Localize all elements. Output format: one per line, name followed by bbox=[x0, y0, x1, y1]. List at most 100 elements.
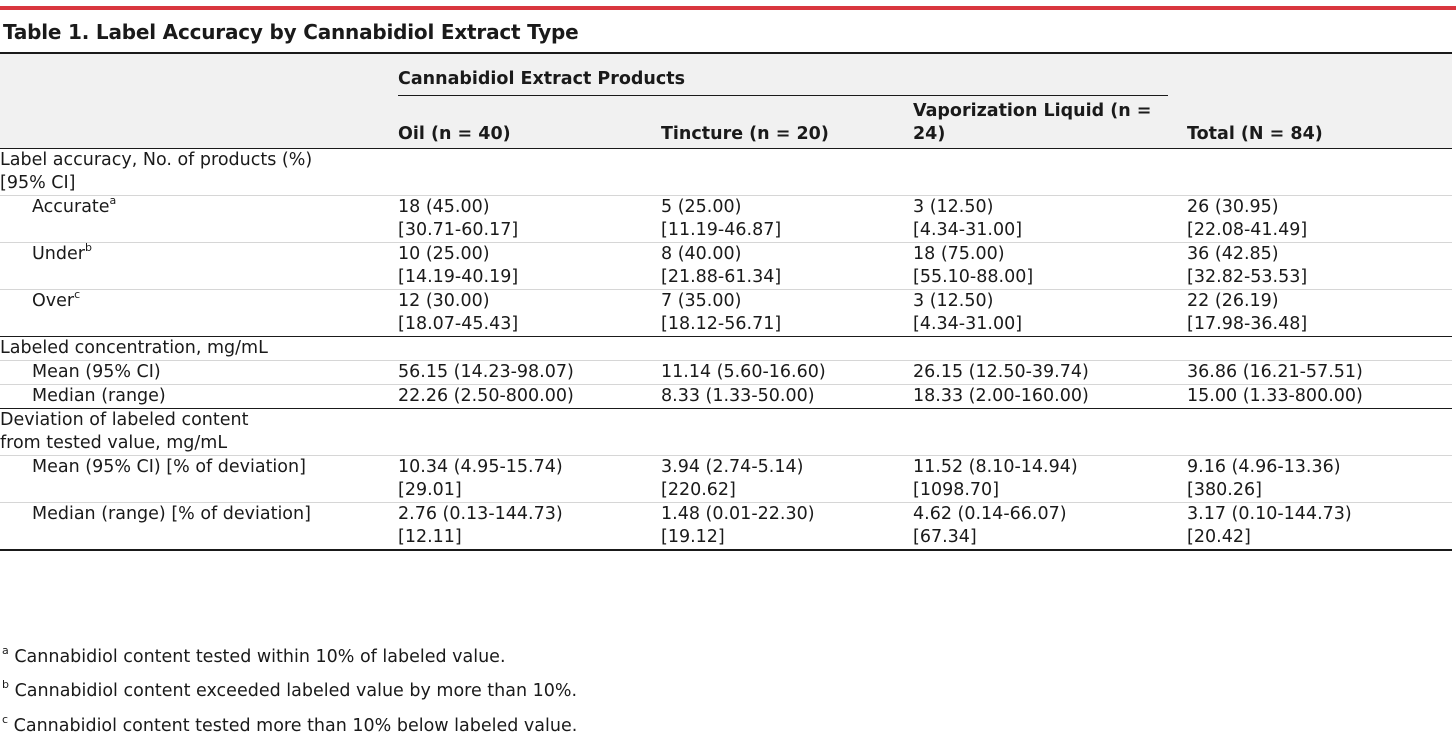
row-label: Accuratea bbox=[0, 194, 398, 243]
table-cell: 3.94 (2.74-5.14) [220.62] bbox=[661, 455, 913, 503]
row-label-text: Median (range) bbox=[32, 386, 166, 406]
column-header-total: Total (N = 84) bbox=[1187, 124, 1323, 144]
cell-line: [14.19-40.19] bbox=[398, 267, 519, 287]
footnote-text: Cannabidiol content tested more than 10%… bbox=[13, 716, 578, 736]
cell-line: 11.14 (5.60-16.60) bbox=[661, 362, 826, 382]
table-row: Underb 10 (25.00) [14.19-40.19] 8 (40.00) [2… bbox=[0, 241, 1453, 290]
row-label: Overc bbox=[0, 288, 398, 337]
cell-line: 10.34 (4.95-15.74) bbox=[398, 457, 563, 477]
cell-line: [22.08-41.49] bbox=[1187, 220, 1308, 240]
cell-line: 3.94 (2.74-5.14) bbox=[661, 457, 804, 477]
table-row: Median (range) [% of deviation] 2.76 (0.1… bbox=[0, 502, 1453, 551]
cell-line: [55.10-88.00] bbox=[913, 267, 1034, 287]
row-label-text: Accurate bbox=[32, 197, 110, 217]
cell-line: 3.17 (0.10-144.73) bbox=[1187, 504, 1352, 524]
cell-line: [4.34-31.00] bbox=[913, 220, 1023, 240]
cell-line: 9.16 (4.96-13.36) bbox=[1187, 457, 1341, 477]
cell-line: [18.07-45.43] bbox=[398, 314, 519, 334]
footnote-b: b Cannabidiol content exceeded labeled v… bbox=[2, 678, 577, 702]
table-cell: 56.15 (14.23-98.07) bbox=[398, 360, 661, 385]
column-header-oil: Oil (n = 40) bbox=[398, 124, 511, 144]
cell-line: [21.88-61.34] bbox=[661, 267, 782, 287]
header-empty-cell bbox=[0, 52, 398, 100]
cell-line: 36.86 (16.21-57.51) bbox=[1187, 362, 1363, 382]
header-empty-cell bbox=[0, 100, 398, 149]
row-label-text: Mean (95% CI) [% of deviation] bbox=[32, 457, 306, 477]
cell-line: 3 (12.50) bbox=[913, 291, 994, 311]
table-cell: 18 (45.00) [30.71-60.17] bbox=[398, 195, 661, 243]
row-label: Median (range) bbox=[0, 384, 398, 409]
table-cell: 8.33 (1.33-50.00) bbox=[661, 384, 913, 409]
cell-line: 7 (35.00) bbox=[661, 291, 742, 311]
cell-line: 56.15 (14.23-98.07) bbox=[398, 362, 574, 382]
footnote-c: c Cannabidiol content tested more than 1… bbox=[2, 713, 578, 737]
cell-line: [17.98-36.48] bbox=[1187, 314, 1308, 334]
table-cell: 3.17 (0.10-144.73) [20.42] bbox=[1187, 502, 1453, 551]
cell-line: 10 (25.00) bbox=[398, 244, 490, 264]
table-cell: 11.14 (5.60-16.60) bbox=[661, 360, 913, 385]
group-header-row: Cannabidiol Extract Products bbox=[0, 52, 1453, 100]
table-cell: 26 (30.95) [22.08-41.49] bbox=[1187, 195, 1453, 243]
table-cell: 2.76 (0.13-144.73) [12.11] bbox=[398, 502, 661, 551]
row-label-text: Median (range) [% of deviation] bbox=[32, 504, 311, 524]
table-cell: 15.00 (1.33-800.00) bbox=[1187, 384, 1453, 409]
footnote-mark: b bbox=[2, 678, 9, 691]
table-cell: 12 (30.00) [18.07-45.43] bbox=[398, 289, 661, 337]
footnote-ref: c bbox=[74, 288, 81, 301]
cell-line: 11.52 (8.10-14.94) bbox=[913, 457, 1078, 477]
group-header-label: Cannabidiol Extract Products bbox=[398, 68, 1168, 96]
section-label-line: Label accuracy, No. of products (%) bbox=[0, 150, 313, 170]
cell-line: 8 (40.00) bbox=[661, 244, 742, 264]
section-header-row: Deviation of labeled content from tested … bbox=[0, 408, 1453, 456]
table-cell: 36.86 (16.21-57.51) bbox=[1187, 360, 1453, 385]
footnote-ref: b bbox=[84, 241, 92, 254]
cell-line: 22 (26.19) bbox=[1187, 291, 1279, 311]
table-cell: 10 (25.00) [14.19-40.19] bbox=[398, 242, 661, 290]
table-row: Mean (95% CI) [% of deviation] 10.34 (4.9… bbox=[0, 455, 1453, 503]
row-label: Underb bbox=[0, 241, 398, 290]
cell-line: [18.12-56.71] bbox=[661, 314, 782, 334]
table-cell: 9.16 (4.96-13.36) [380.26] bbox=[1187, 455, 1453, 503]
section-header-row: Label accuracy, No. of products (%) [95% … bbox=[0, 148, 1453, 196]
table-cell: 11.52 (8.10-14.94) [1098.70] bbox=[913, 455, 1188, 503]
footnote-mark: c bbox=[2, 713, 9, 726]
cell-line: 36 (42.85) bbox=[1187, 244, 1279, 264]
table-cell: 26.15 (12.50-39.74) bbox=[913, 360, 1188, 385]
section-label-line: Labeled concentration, mg/mL bbox=[0, 338, 268, 358]
cell-line: 15.00 (1.33-800.00) bbox=[1187, 386, 1363, 406]
cell-line: 3 (12.50) bbox=[913, 197, 994, 217]
section-label-line: Deviation of labeled content bbox=[0, 410, 249, 430]
table-cell: 22.26 (2.50-800.00) bbox=[398, 384, 661, 409]
cell-line: 18.33 (2.00-160.00) bbox=[913, 386, 1089, 406]
cell-line: [19.12] bbox=[661, 527, 725, 547]
cell-line: [32.82-53.53] bbox=[1187, 267, 1308, 287]
cell-line: [20.42] bbox=[1187, 527, 1251, 547]
table-cell: 36 (42.85) [32.82-53.53] bbox=[1187, 242, 1453, 290]
table-row: Median (range) 22.26 (2.50-800.00) 8.33 (1… bbox=[0, 384, 1453, 409]
table-cell: 10.34 (4.95-15.74) [29.01] bbox=[398, 455, 661, 503]
table-cell: 5 (25.00) [11.19-46.87] bbox=[661, 195, 913, 243]
column-header-vaporization-liquid: Vaporization Liquid (n = 24) bbox=[913, 101, 1152, 144]
section-label: Label accuracy, No. of products (%) [95% … bbox=[0, 148, 1453, 196]
cell-line: 26 (30.95) bbox=[1187, 197, 1279, 217]
section-header-row: Labeled concentration, mg/mL bbox=[0, 336, 1453, 361]
section-label-line: from tested value, mg/mL bbox=[0, 433, 228, 453]
cell-line: 12 (30.00) bbox=[398, 291, 490, 311]
table-body: Label accuracy, No. of products (%) [95% … bbox=[0, 148, 1453, 551]
table-row: Overc 12 (30.00) [18.07-45.43] 7 (35.00) [18… bbox=[0, 288, 1453, 337]
cell-line: 26.15 (12.50-39.74) bbox=[913, 362, 1089, 382]
row-label-text: Over bbox=[32, 291, 75, 311]
cell-line: [380.26] bbox=[1187, 480, 1262, 500]
table-row: Mean (95% CI) 56.15 (14.23-98.07) 11.14 (5… bbox=[0, 360, 1453, 385]
cell-line: [220.62] bbox=[661, 480, 736, 500]
table-cell: 8 (40.00) [21.88-61.34] bbox=[661, 242, 913, 290]
row-label-text: Under bbox=[32, 244, 85, 264]
cell-line: [11.19-46.87] bbox=[661, 220, 782, 240]
section-label: Deviation of labeled content from tested … bbox=[0, 408, 1453, 456]
table-cell: 3 (12.50) [4.34-31.00] bbox=[913, 195, 1188, 243]
cell-line: 2.76 (0.13-144.73) bbox=[398, 504, 563, 524]
table-cell: 18.33 (2.00-160.00) bbox=[913, 384, 1188, 409]
top-accent-rule bbox=[0, 6, 1456, 10]
cell-line: 4.62 (0.14-66.07) bbox=[913, 504, 1067, 524]
footnote-text: Cannabidiol content tested within 10% of… bbox=[14, 647, 506, 667]
